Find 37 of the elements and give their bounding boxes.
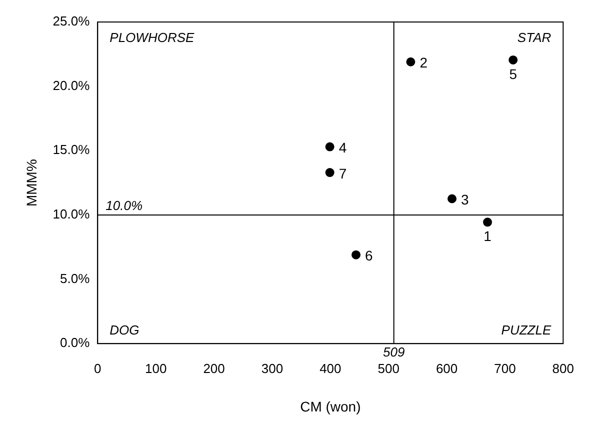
y-axis-title: MMM%: [23, 159, 40, 207]
annotation: 6: [365, 248, 374, 264]
point: [508, 55, 518, 64]
annotation: 5: [509, 66, 518, 82]
y-tick-label: 0.0%: [60, 335, 90, 350]
ref-line-label: 10.0%: [106, 198, 143, 214]
y-tick-label: 25.0%: [52, 14, 90, 29]
point: [325, 142, 334, 152]
annotation: 2: [420, 54, 428, 71]
x-tick-label: 300: [261, 360, 284, 376]
point: [325, 168, 334, 178]
x-tick-label: 800: [552, 360, 574, 376]
point: [352, 250, 361, 260]
point: [483, 218, 492, 227]
annotation: 1: [484, 228, 492, 244]
x-axis-title: CM (won): [300, 398, 361, 414]
y-tick-label: 5.0%: [60, 270, 90, 286]
annotation: PUZZLE: [501, 322, 552, 338]
y-tick-label: 15.0%: [52, 142, 90, 158]
x-tick-label: 500: [378, 360, 400, 376]
y-tick-label: 10.0%: [52, 206, 90, 222]
x-tick-label: 400: [320, 360, 342, 376]
x-tick-label: 0: [94, 360, 102, 376]
annotation: PLOWHORSE: [110, 30, 195, 46]
x-tick-label: 200: [203, 360, 225, 376]
annotation: 4: [338, 140, 347, 156]
ref-line-label: 509: [382, 344, 405, 360]
y-tick-label: 20.0%: [52, 78, 90, 93]
point: [406, 57, 416, 66]
x-tick-label: 100: [144, 360, 167, 376]
x-tick-label: 600: [436, 360, 458, 376]
point: [448, 194, 457, 204]
annotation: DOG: [110, 322, 140, 338]
x-tick-label: 700: [494, 360, 516, 376]
annotation: STAR: [517, 30, 552, 46]
annotation: 7: [338, 165, 347, 182]
annotation: 3: [461, 192, 470, 208]
